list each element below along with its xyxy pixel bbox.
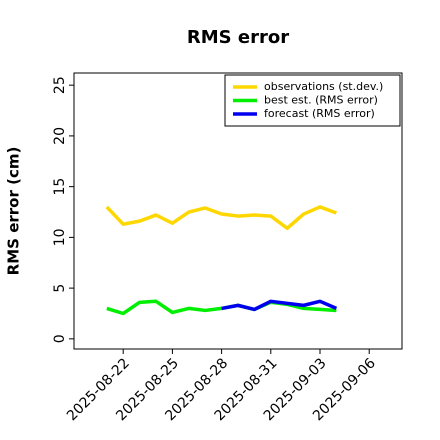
- y-tick-label: 5: [52, 284, 68, 293]
- series-line: [221, 299, 338, 312]
- legend-label: best est. (RMS error): [264, 94, 378, 107]
- chart-title: RMS error: [187, 27, 289, 48]
- y-tick-label: 25: [52, 76, 68, 94]
- y-tick-label: 0: [52, 334, 68, 343]
- y-axis-label: RMS error (cm): [5, 147, 23, 276]
- legend-label: observations (st.dev.): [264, 80, 383, 93]
- y-tick-label: 15: [52, 178, 68, 196]
- plot-frame: [73, 72, 403, 350]
- series-line: [106, 299, 337, 316]
- y-tick-label: 10: [52, 228, 68, 246]
- legend-label: forecast (RMS error): [264, 107, 375, 120]
- y-tick-label: 20: [52, 127, 68, 145]
- series-line: [105, 205, 338, 230]
